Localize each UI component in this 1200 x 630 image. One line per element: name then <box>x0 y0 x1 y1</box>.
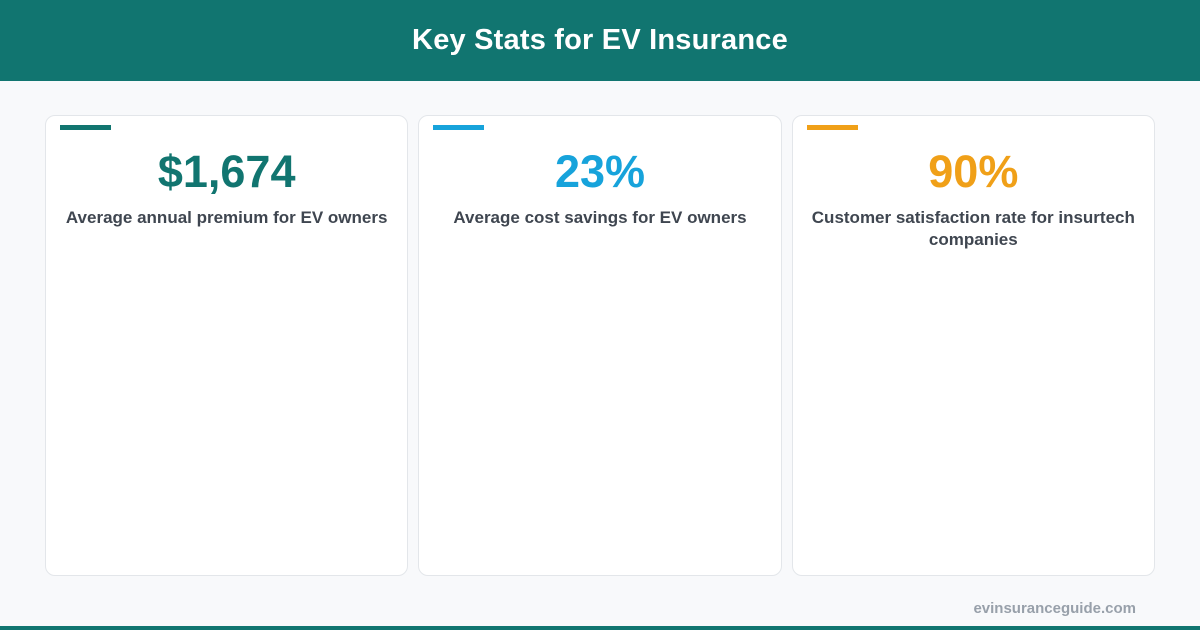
stat-card-satisfaction: 90% Customer satisfaction rate for insur… <box>791 115 1155 576</box>
stat-card-savings: 23% Average cost savings for EV owners <box>418 115 782 576</box>
site-url[interactable]: evinsuranceguide.com <box>973 600 1136 617</box>
card-accent-bar <box>806 125 858 130</box>
stats-cards: $1,674 Average annual premium for EV own… <box>45 115 1155 576</box>
stat-description: Average annual premium for EV owners <box>65 208 388 227</box>
header-banner: Key Stats for EV Insurance <box>0 0 1200 81</box>
stat-value: 90% <box>928 146 1019 197</box>
stat-value: 23% <box>554 146 646 197</box>
card-accent-bar <box>433 125 485 130</box>
page-title: Key Stats for EV Insurance <box>412 24 788 56</box>
stat-description: Customer satisfaction rate for insurtech… <box>811 208 1135 249</box>
stat-card-premium: $1,674 Average annual premium for EV own… <box>45 115 409 576</box>
stat-description: Average cost savings for EV owners <box>453 208 747 227</box>
card-accent-bar <box>60 125 111 130</box>
bottom-accent-bar <box>0 626 1200 630</box>
stat-value: $1,674 <box>157 146 296 197</box>
